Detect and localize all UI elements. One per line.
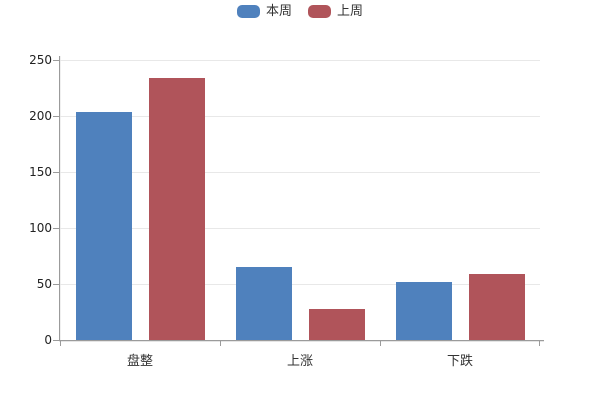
legend-swatch-icon	[236, 5, 260, 18]
legend-label: 本周	[265, 4, 292, 19]
legend-item[interactable]: 本周	[236, 4, 292, 19]
y-axis-tick-label: 0	[44, 333, 52, 347]
legend-item[interactable]: 上周	[308, 5, 363, 18]
x-axis-category-label: 盘整	[126, 354, 153, 369]
legend-swatch-icon	[308, 5, 331, 18]
y-axis-tick-mark	[53, 116, 59, 117]
y-axis-line	[59, 56, 60, 341]
bar-上周-盘整	[149, 77, 205, 340]
bar-本周-上涨	[236, 267, 292, 340]
plot-area	[60, 60, 540, 340]
y-axis-tick-label: 200	[29, 109, 52, 123]
bar-本周-盘整	[76, 111, 132, 340]
x-axis-line	[59, 340, 544, 341]
y-axis-tick-label: 150	[29, 165, 52, 179]
x-axis-tick-mark	[539, 341, 540, 346]
y-axis-tick-mark	[53, 284, 59, 285]
bar-上周-下跌	[469, 273, 525, 340]
legend-label: 上周	[337, 4, 364, 19]
x-axis-category-label: 下跌	[446, 354, 473, 369]
y-axis-tick-mark	[53, 340, 59, 341]
x-axis-category-label: 上涨	[286, 354, 313, 369]
bar-本周-下跌	[396, 281, 452, 340]
y-axis-tick-mark	[53, 60, 59, 61]
bar-上周-上涨	[309, 308, 365, 340]
grid-line	[60, 284, 540, 285]
grid-line	[60, 228, 540, 229]
y-axis-tick-mark	[53, 228, 59, 229]
x-axis-tick-mark	[380, 341, 381, 346]
x-axis-tick-mark	[60, 341, 61, 346]
grid-line	[60, 172, 540, 173]
grid-line	[60, 116, 540, 117]
chart-legend: 本周 上周	[0, 5, 600, 18]
y-axis-tick-mark	[53, 172, 59, 173]
y-axis-tick-label: 100	[29, 221, 52, 235]
y-axis-tick-label: 250	[29, 53, 52, 67]
grid-line	[60, 60, 540, 61]
y-axis-tick-label: 50	[36, 277, 52, 291]
x-axis-tick-mark	[220, 341, 221, 346]
